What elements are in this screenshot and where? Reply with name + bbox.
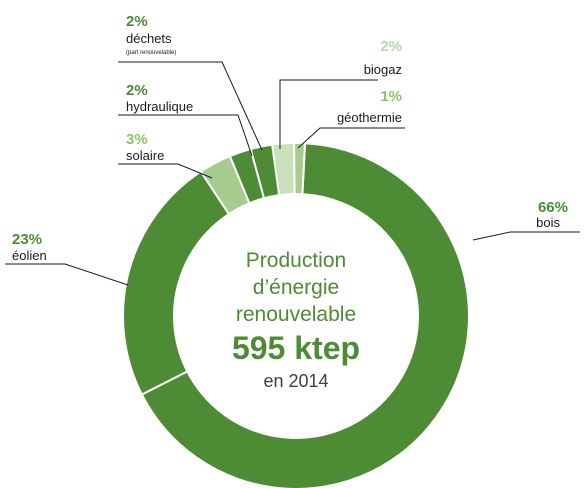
- slice-pct-geothermie: 1%: [380, 88, 402, 105]
- slice-name-dechets: déchets: [126, 31, 172, 46]
- slice-name-solaire: solaire: [126, 148, 164, 163]
- label-eolien: 23% éolien: [12, 231, 47, 263]
- slice-eolien: [122, 170, 231, 396]
- center-line-1: Production: [246, 249, 346, 272]
- slice-name-geothermie: géothermie: [337, 110, 402, 125]
- slice-bois: [140, 142, 470, 488]
- label-solaire: 3% solaire: [126, 131, 164, 163]
- leader-line-hydraulique: [118, 114, 253, 157]
- label-biogaz: 2% biogaz: [364, 38, 402, 77]
- leader-line-biogaz: [279, 79, 378, 149]
- slice-pct-eolien: 23%: [12, 231, 42, 248]
- leader-line-bois: [472, 231, 580, 241]
- leader-line-solaire: [118, 163, 213, 179]
- slice-sub-dechets: (part renouvelable): [126, 50, 176, 56]
- center-line-3: renouvelable: [236, 303, 356, 326]
- slice-name-hydraulique: hydraulique: [126, 99, 193, 114]
- slice-pct-bois: 66%: [538, 199, 568, 216]
- slice-pct-dechets: 2%: [126, 13, 148, 30]
- slice-pct-solaire: 3%: [126, 131, 148, 148]
- center-year: en 2014: [263, 371, 328, 391]
- slice-name-bois: bois: [536, 215, 560, 230]
- label-bois: 66% bois: [536, 199, 568, 230]
- center-text: Production d’énergie renouvelable 595 kt…: [232, 249, 360, 391]
- slice-pct-hydraulique: 2%: [126, 82, 148, 99]
- leader-line-eolien: [5, 263, 129, 286]
- leader-lines: [5, 61, 580, 286]
- leader-line-geothermie: [297, 127, 405, 149]
- center-total: 595 ktep: [232, 330, 360, 366]
- slice-pct-biogaz: 2%: [380, 38, 402, 55]
- leader-line-dechets: [118, 61, 263, 151]
- label-dechets: 2% déchets (part renouvelable): [126, 13, 176, 56]
- center-line-2: d’énergie: [253, 276, 339, 299]
- slice-name-eolien: éolien: [12, 248, 47, 263]
- label-hydraulique: 2% hydraulique: [126, 82, 193, 114]
- label-geothermie: 1% géothermie: [337, 88, 402, 125]
- donut-slices: [122, 141, 470, 488]
- slice-geothermie: [293, 142, 307, 196]
- slice-name-biogaz: biogaz: [364, 62, 402, 77]
